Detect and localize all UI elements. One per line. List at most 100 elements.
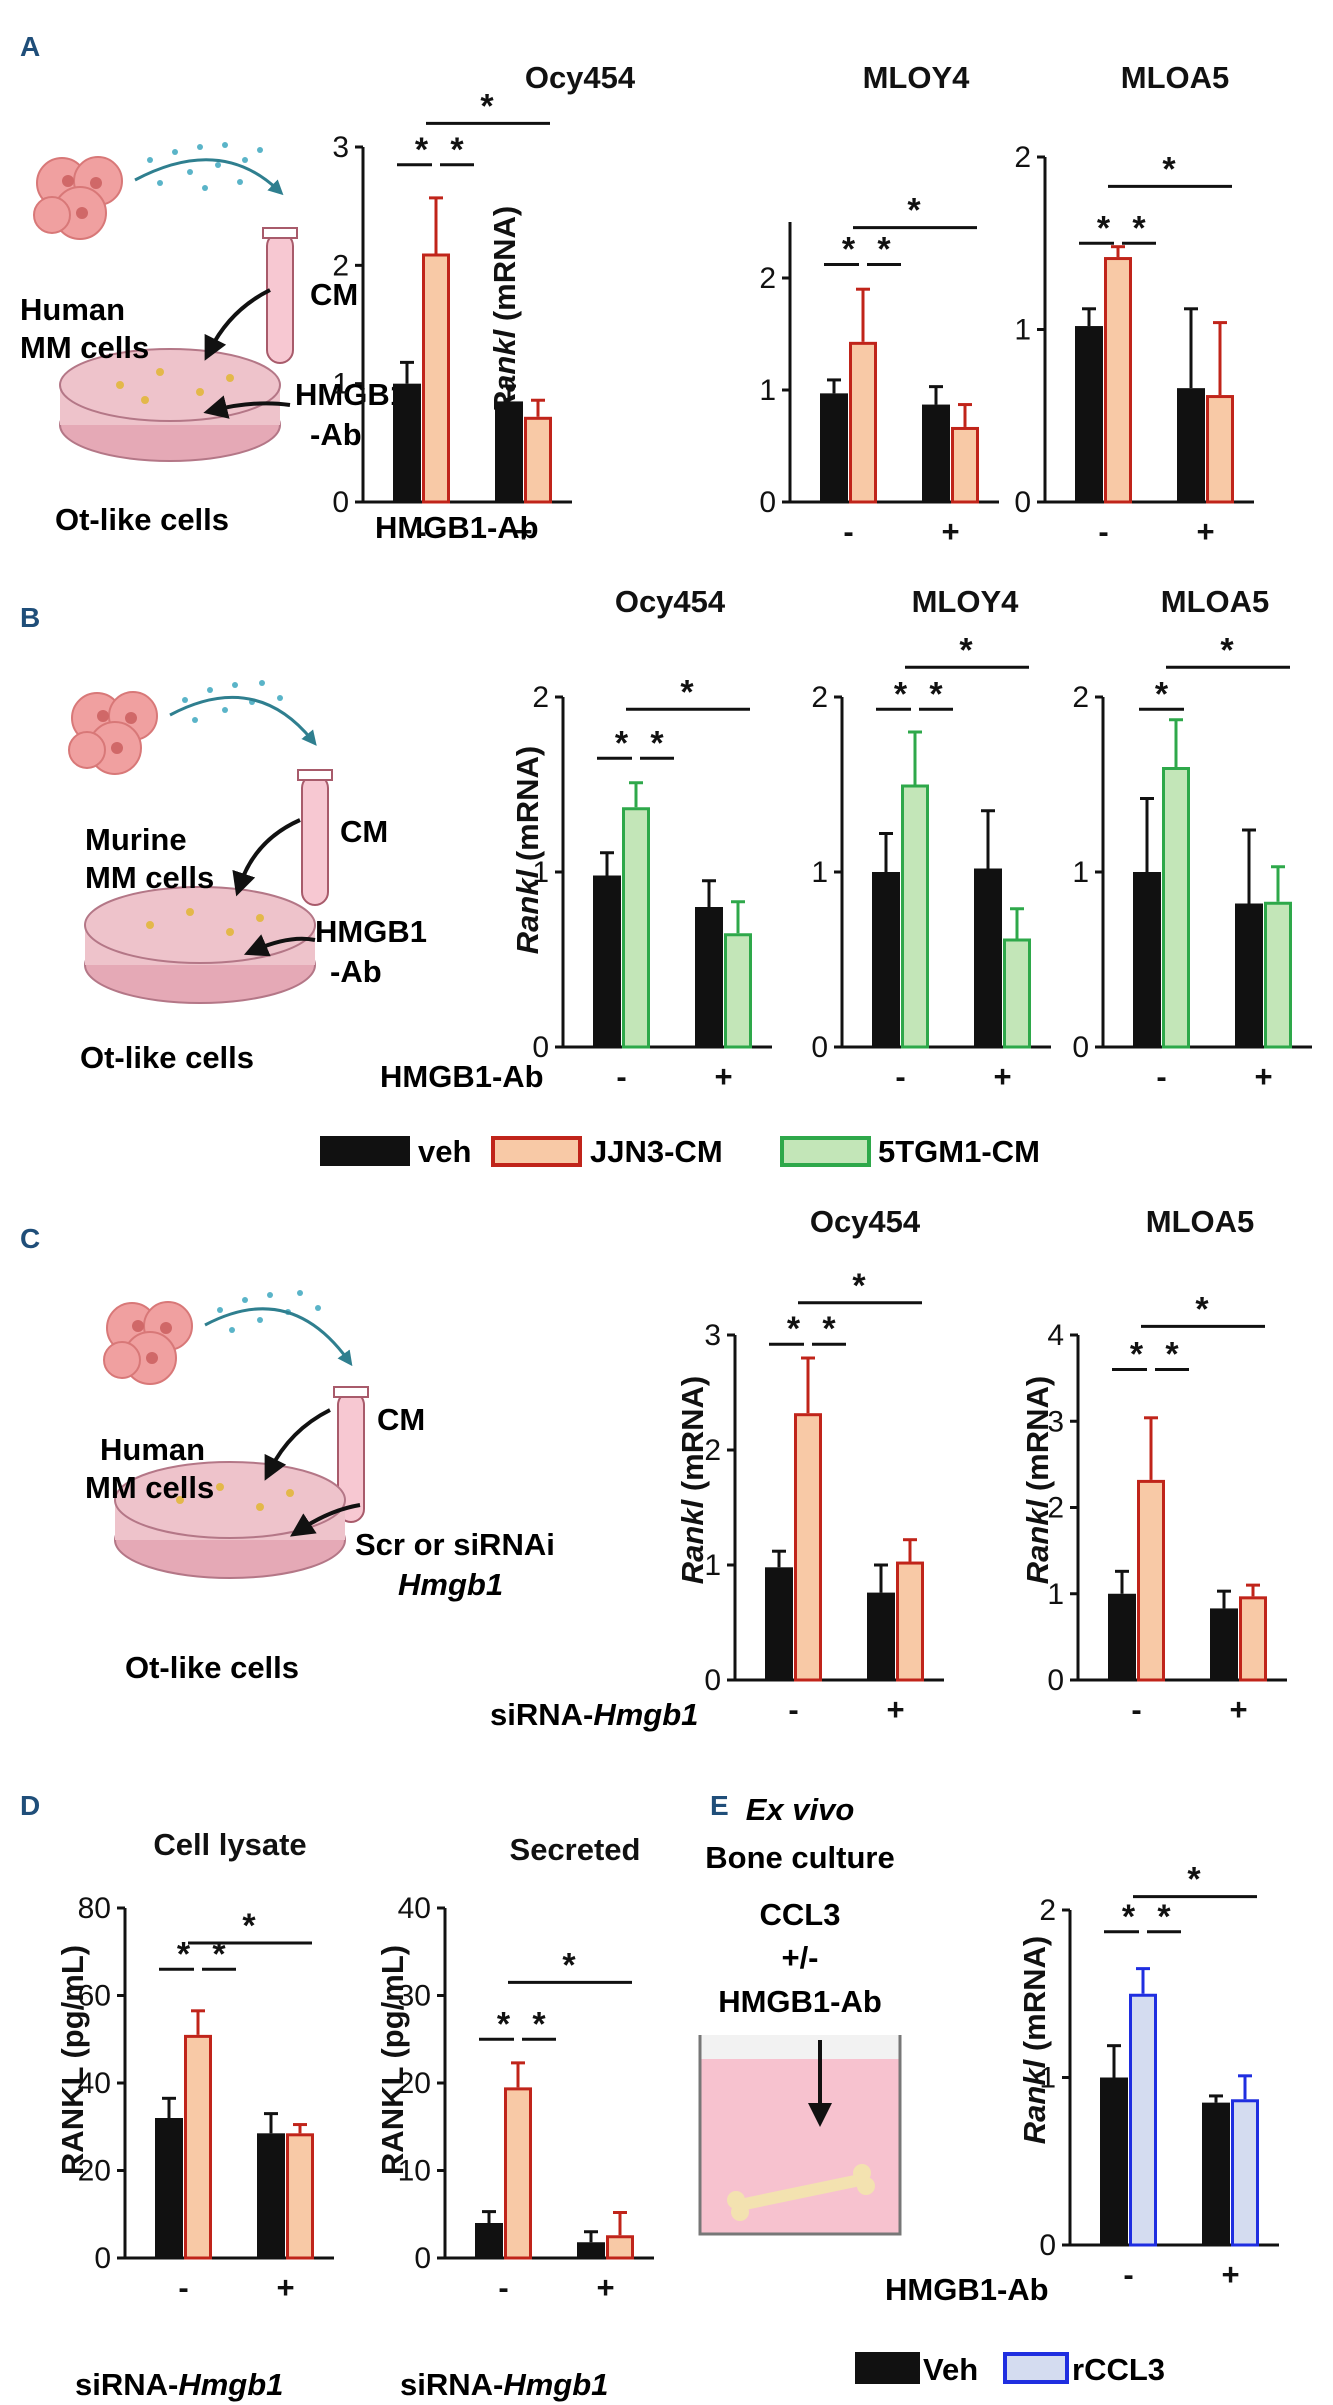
cancer-cells-icon	[33, 156, 123, 240]
bar---0	[393, 383, 421, 502]
conditioned-medium-tube-icon	[333, 1386, 369, 1523]
legend-label-veh: veh	[418, 1134, 471, 1169]
chart-c-mloa5: 0 1 2 3 4 MLOA5 Rankl (mRNA) - + * * *	[1020, 1204, 1287, 1727]
x-tick-label: -	[1098, 514, 1108, 549]
x-tick-label: -	[895, 1059, 905, 1094]
legend-swatch-jjn3	[491, 1136, 582, 1167]
ot-like-cells-label: Ot-like cells	[125, 1650, 299, 1685]
chart-title: Ocy454	[525, 60, 636, 95]
antibody-label: HMGB1 -Ab	[315, 914, 427, 989]
sirna-gene-label: Hmgb1	[398, 1567, 503, 1602]
cells-label: Human MM cells	[20, 292, 149, 365]
chart-title: MLOA5	[1146, 1204, 1255, 1239]
y-tick-label: 0	[1039, 2229, 1056, 2262]
y-tick-label: 40	[398, 1892, 431, 1925]
x-tick-label: +	[1229, 1692, 1247, 1727]
y-tick-label: 1	[332, 368, 349, 401]
sig-star: *	[532, 2005, 546, 2043]
x-tick-label: -	[416, 514, 426, 549]
treatment-label-d1: siRNA-Hmgb1	[75, 2367, 283, 2402]
bar---0	[1133, 872, 1161, 1047]
x-tick-label: -	[616, 1059, 626, 1094]
y-tick-label: 2	[1072, 681, 1089, 714]
x-tick-label: -	[788, 1692, 798, 1727]
y-tick-label: 40	[78, 2067, 111, 2100]
bar---0	[765, 1567, 793, 1680]
sig-star: *	[212, 1935, 226, 1973]
chart-a-ocy454: 0 1 2 3 Ocy454 Rankl (mRNA) - + * * *	[332, 60, 636, 549]
arrow-icon	[134, 158, 284, 196]
x-tick-label: -	[843, 514, 853, 549]
y-tick-label: 20	[78, 2155, 111, 2188]
sig-star: *	[787, 1310, 801, 1348]
sig-star: *	[177, 1935, 191, 1973]
y-tick-label: 1	[1039, 2062, 1056, 2095]
y-axis-label: RANKL (pg/mL)	[375, 1945, 410, 2175]
bar---1	[422, 253, 450, 504]
chart-a-mloa5: 0 1 2 MLOA5 - + * * *	[1014, 60, 1254, 549]
culture-dish-icon	[84, 886, 316, 1004]
y-tick-label: 2	[1014, 141, 1031, 174]
y-tick-label: 0	[811, 1031, 828, 1064]
y-tick-label: 3	[332, 131, 349, 164]
y-axis-label: Rankl (mRNA)	[675, 1376, 710, 1584]
bar-+-0	[867, 1592, 895, 1680]
culture-dish-icon	[114, 1461, 346, 1579]
bar-+-1	[1003, 938, 1031, 1049]
chart-b-mloy4: 0 1 2 MLOY4 - + * * *	[811, 584, 1051, 1094]
treatment-label-c: siRNA-Hmgb1	[490, 1697, 698, 1732]
legend-label-5tgm1: 5TGM1-CM	[878, 1134, 1040, 1169]
bar-+-0	[1177, 388, 1205, 502]
sig-star: *	[1132, 209, 1146, 247]
schematic-c: CM Human MM cells Scr or siRNAi Hmgb1 Ot-…	[85, 1290, 555, 1685]
bone-culture-label: Bone culture	[705, 1840, 894, 1875]
x-tick-label: +	[941, 514, 959, 549]
chart-b-mloa5: 0 1 2 MLOA5 - + * *	[1072, 584, 1312, 1094]
sig-star: *	[650, 724, 664, 762]
y-tick-label: 0	[759, 486, 776, 519]
cm-label: CM	[310, 277, 358, 312]
bar---1	[1129, 1993, 1157, 2247]
x-tick-label: +	[714, 1059, 732, 1094]
sig-star: *	[907, 192, 921, 230]
y-tick-label: 30	[398, 1980, 431, 2013]
schematic-e: Ex vivo Bone culture CCL3 +/- HMGB1-Ab	[698, 1792, 902, 2236]
panel-letter-e: E	[710, 1790, 729, 1821]
bar-+-1	[896, 1561, 924, 1682]
bar---1	[1137, 1479, 1165, 1682]
ex-vivo-label: Ex vivo	[746, 1792, 855, 1827]
bar-+-0	[922, 404, 950, 502]
bar-+-0	[974, 868, 1002, 1047]
y-tick-label: 1	[1014, 314, 1031, 347]
secreted-dots	[182, 680, 283, 723]
treatment-label-e: HMGB1-Ab	[885, 2272, 1049, 2307]
y-tick-label: 2	[532, 681, 549, 714]
y-tick-label: 0	[532, 1031, 549, 1064]
chart-title: MLOY4	[912, 584, 1020, 619]
bar---1	[901, 784, 929, 1049]
bar-+-1	[1264, 901, 1292, 1049]
y-axis-label: Rankl (mRNA)	[1017, 1936, 1052, 2144]
bar-+-1	[1239, 1596, 1267, 1682]
sig-star: *	[680, 673, 694, 711]
y-tick-label: 4	[1047, 1319, 1064, 1352]
bar---0	[1108, 1593, 1136, 1680]
bar-+-1	[606, 2235, 634, 2260]
bar-+-1	[724, 933, 752, 1049]
y-tick-label: 0	[1072, 1031, 1089, 1064]
bar---0	[475, 2223, 503, 2258]
y-tick-label: 80	[78, 1892, 111, 1925]
sig-star: *	[1165, 1336, 1179, 1374]
sig-star: *	[822, 1310, 836, 1348]
bar---0	[593, 875, 621, 1047]
bar-+-1	[1206, 395, 1234, 504]
chart-title: MLOA5	[1161, 584, 1270, 619]
sig-star: *	[415, 131, 429, 169]
chart-b-ocy454: 0 1 2 Ocy454 Rankl (mRNA) - + * * *	[510, 584, 772, 1094]
sig-star: *	[894, 675, 908, 713]
x-tick-label: -	[178, 2270, 188, 2305]
bar---0	[1075, 326, 1103, 502]
bar-+-1	[1231, 2099, 1259, 2247]
sig-star: *	[929, 675, 943, 713]
